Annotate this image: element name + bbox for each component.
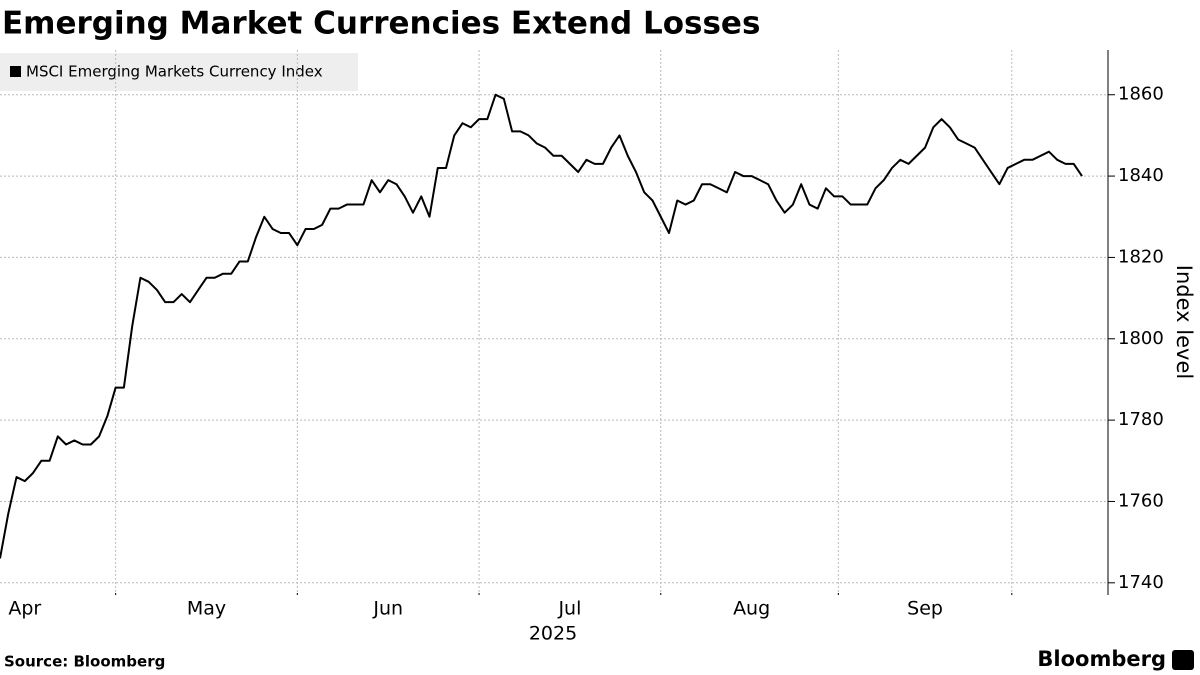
line xyxy=(0,93,1083,559)
x-tick-label: Apr xyxy=(8,598,41,620)
x-tick-label: Sep xyxy=(907,598,943,620)
legend-box xyxy=(0,53,358,91)
y-tick-label: 1740 xyxy=(1118,572,1164,593)
x-tick-label: Aug xyxy=(733,598,770,620)
y-axis-label: Index level xyxy=(1172,265,1196,379)
x-tick-label: Jun xyxy=(372,598,403,620)
logo-icon xyxy=(1172,650,1194,670)
logo: Bloomberg xyxy=(1037,647,1166,671)
x-tick-label: May xyxy=(187,598,226,620)
y-tick-label: 1840 xyxy=(1118,165,1164,186)
legend-label: MSCI Emerging Markets Currency Index xyxy=(26,63,323,81)
legend-swatch xyxy=(10,66,21,77)
x-tick-label: Jul xyxy=(557,598,581,620)
y-tick-label: 1860 xyxy=(1118,84,1164,105)
source: Source: Bloomberg xyxy=(4,653,165,671)
y-tick-label: 1780 xyxy=(1118,409,1164,430)
y-tick-label: 1820 xyxy=(1118,246,1164,267)
x-axis-label: 2025 xyxy=(529,623,577,645)
y-tick-label: 1760 xyxy=(1118,490,1164,511)
y-tick-label: 1800 xyxy=(1118,328,1164,349)
chart-title: Emerging Market Currencies Extend Losses xyxy=(2,6,760,42)
